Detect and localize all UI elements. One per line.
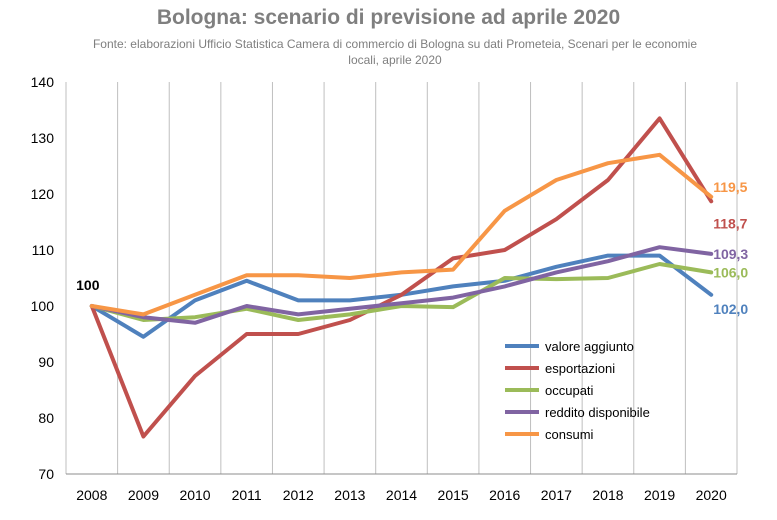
end-value-label: 106,0 [713, 264, 748, 280]
x-tick-label: 2020 [696, 487, 727, 503]
legend: valore aggiunto esportazioni occupati reddi… [505, 339, 650, 442]
x-tick-label: 2017 [541, 487, 572, 503]
y-tick-label: 130 [31, 130, 55, 146]
legend-label: occupati [545, 383, 594, 398]
series-line-esportazioni [89, 116, 714, 439]
series-line-consumi [89, 152, 714, 317]
end-value-label: 109,3 [713, 246, 748, 262]
x-tick-label: 2014 [386, 487, 417, 503]
series-line-occupati [89, 262, 714, 322]
x-tick-label: 2011 [232, 487, 262, 503]
legend-label: esportazioni [545, 361, 615, 376]
chart-title: Bologna: scenario di previsione ad april… [156, 6, 621, 29]
y-tick-label: 90 [38, 354, 54, 370]
chart-subtitle: Fonte: elaborazioni Ufficio Statistica C… [92, 37, 698, 67]
x-tick-label: 2018 [592, 487, 623, 503]
x-tick-label: 2008 [76, 487, 107, 503]
legend-label: consumi [545, 427, 594, 442]
end-value-label: 118,7 [713, 215, 747, 231]
legend-label: reddito disponibile [545, 405, 650, 420]
end-value-label: 102,0 [713, 301, 748, 317]
y-tick-label: 120 [31, 186, 55, 202]
y-tick-label: 110 [32, 242, 55, 258]
series-line-reddito-disponibile [89, 245, 714, 325]
x-tick-label: 2009 [128, 487, 159, 503]
y-tick-label: 80 [38, 410, 54, 426]
x-tick-label: 2016 [489, 487, 520, 503]
legend-label: valore aggiunto [545, 339, 634, 354]
x-tick-label: 2013 [334, 487, 365, 503]
x-tick-label: 2015 [438, 487, 469, 503]
x-tick-label: 2012 [283, 487, 314, 503]
x-tick-label: 2010 [179, 487, 210, 503]
y-tick-label: 70 [38, 466, 54, 482]
y-tick-label: 140 [31, 74, 55, 90]
end-value-label: 119,5 [713, 179, 747, 195]
x-tick-label: 2019 [644, 487, 675, 503]
annotation-label: 100 [76, 277, 100, 293]
y-tick-label: 100 [31, 298, 55, 314]
